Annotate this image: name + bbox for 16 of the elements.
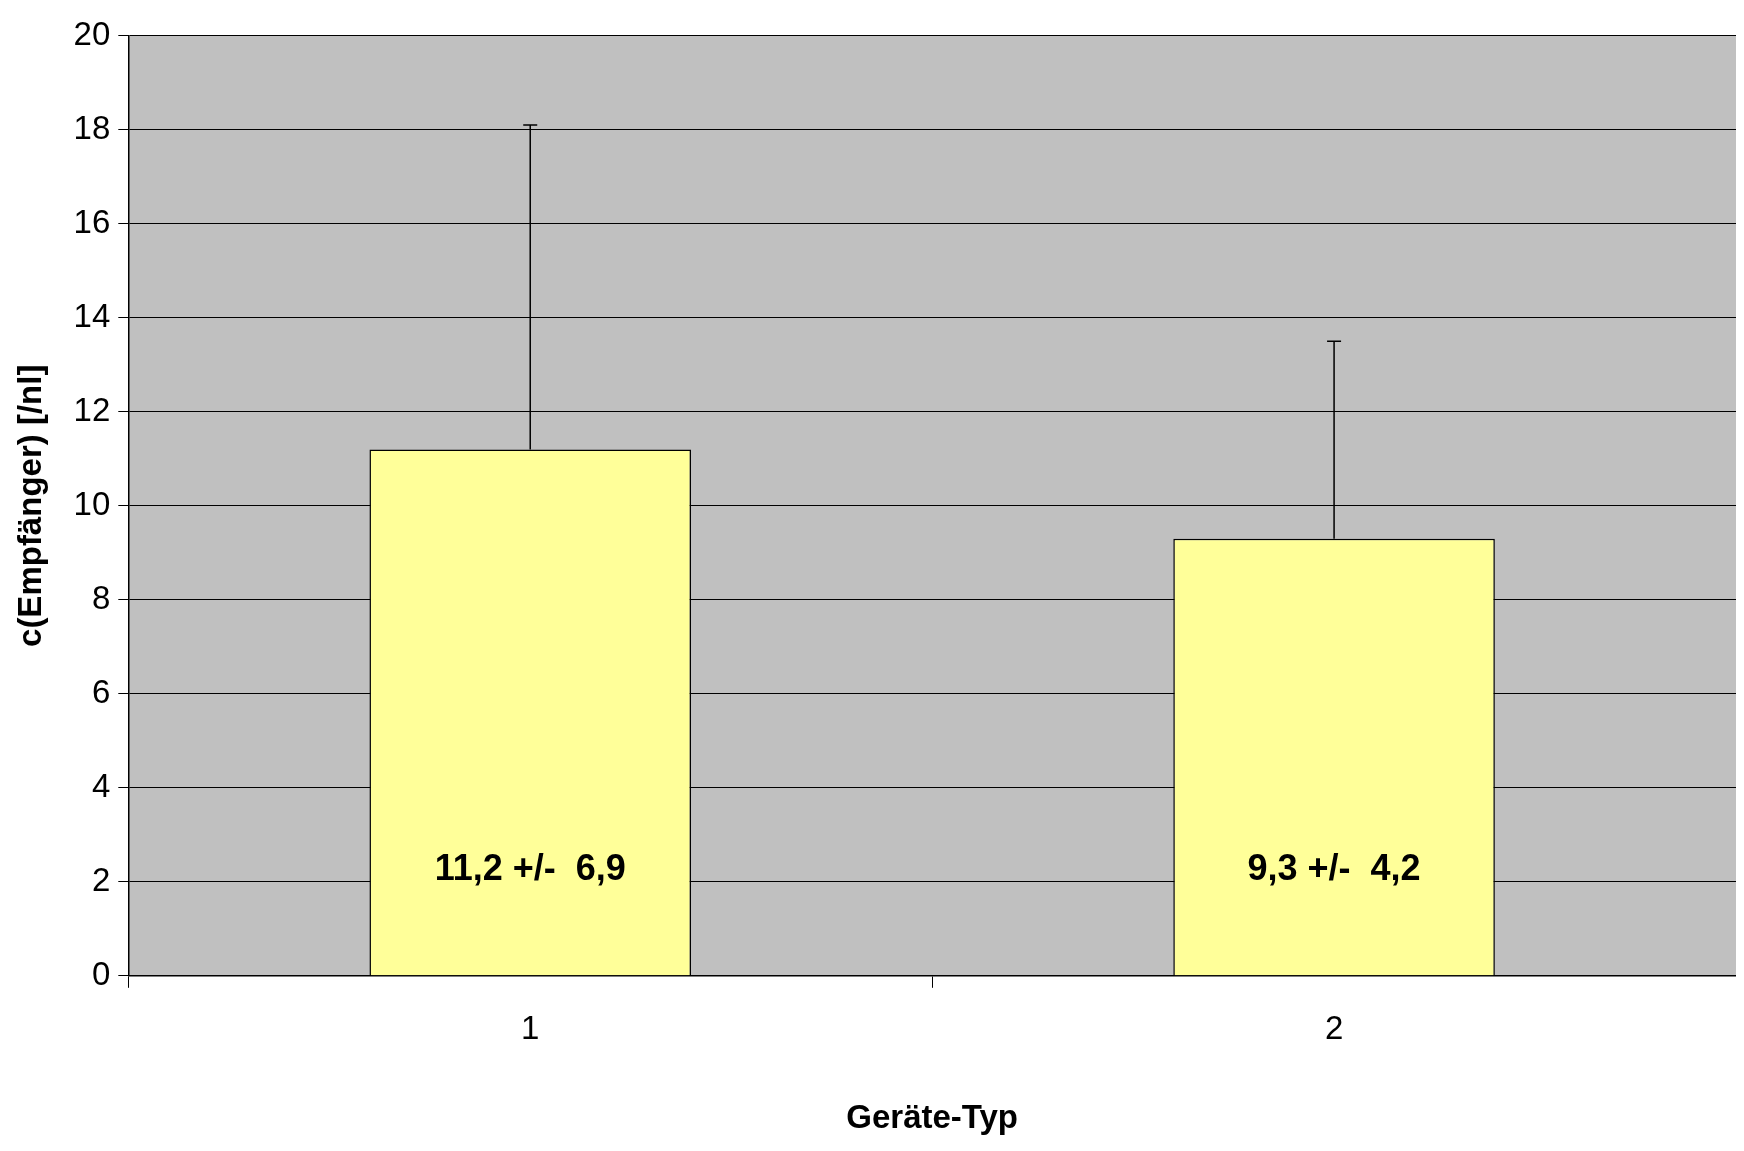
y-axis-title: c(Empfänger) [/nl]: [10, 364, 48, 647]
y-tick-label: 18: [73, 108, 111, 146]
y-tick-label: 0: [91, 954, 111, 992]
y-tick-label: 4: [91, 766, 111, 804]
y-tick-label: 14: [73, 296, 111, 334]
y-tick-label: 16: [73, 202, 111, 240]
data-label: 11,2 +/- 6,9: [434, 847, 626, 889]
y-tick-label: 8: [91, 578, 111, 616]
x-axis-title: Geräte-Typ: [846, 1098, 1019, 1136]
x-tick-label: 1: [521, 1008, 540, 1046]
y-tick-label: 20: [73, 14, 111, 52]
y-tick-label: 10: [73, 484, 111, 522]
y-tick-label: 12: [73, 390, 111, 428]
data-label: 9,3 +/- 4,2: [1247, 847, 1421, 889]
y-tick-label: 6: [91, 672, 111, 710]
y-tick-label: 2: [91, 860, 111, 898]
